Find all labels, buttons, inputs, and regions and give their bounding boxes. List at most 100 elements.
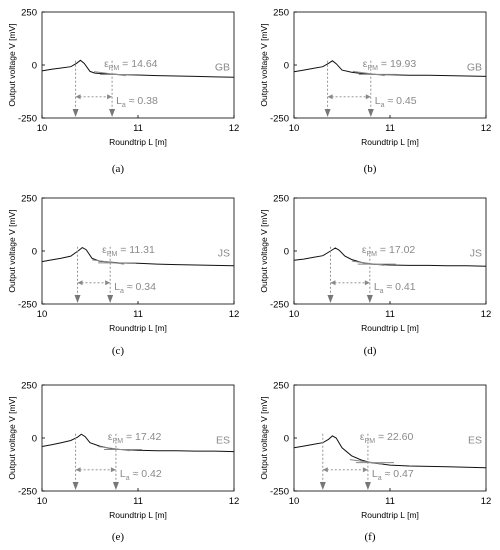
panel-caption: (c) [112,345,125,357]
y-tick-label: -250 [270,487,289,498]
epsilon-symbol: ε [362,244,367,256]
marker-arrow [324,109,331,117]
la-label: La ≈ 0.34 [114,281,156,295]
dimension-arrow-right [110,467,116,473]
epsilon-label: εPM = 14.64 [104,58,158,72]
series-tag: JS [470,247,482,259]
series-tag: JS [218,247,230,259]
la-label: La ≈ 0.45 [375,95,417,109]
epsilon-label: εPM = 19.93 [363,58,417,72]
x-axis-label: Roundtrip L [m] [361,137,419,147]
marker-arrow [112,482,119,490]
la-symbol: L [372,468,378,480]
la-value: ≈ 0.41 [384,281,416,293]
y-tick-label: -250 [18,487,37,498]
tangent-line [97,445,130,452]
x-tick-label: 11 [385,123,395,134]
la-value: ≈ 0.47 [382,468,414,480]
la-subscript: a [378,475,382,482]
x-tick-label: 11 [385,496,395,507]
la-subscript: a [122,102,126,109]
dimension-arrow-right [364,280,370,286]
epsilon-subscript: PM [365,438,376,445]
x-axis-label: Roundtrip L [m] [361,323,419,333]
x-axis-label: Roundtrip L [m] [109,137,167,147]
y-axis-label: Output voltage V [mV] [7,396,17,479]
dimension-arrow-right [365,94,371,100]
marker-arrow [74,295,81,303]
epsilon-symbol: ε [104,58,109,70]
epsilon-symbol: ε [102,244,107,256]
epsilon-value: = 14.64 [119,58,157,70]
x-axis-label: Roundtrip L [m] [361,510,419,520]
x-tick-label: 11 [133,123,143,134]
epsilon-subscript: PM [107,251,118,258]
marker-arrow [72,482,79,490]
y-tick-label: 250 [21,194,37,205]
panel-caption: (b) [364,163,377,175]
y-axis-label: Output voltage V [mV] [259,23,269,106]
epsilon-subscript: PM [113,438,124,445]
y-tick-label: 0 [284,247,289,258]
dimension-arrow-right [105,280,111,286]
marker-arrow [319,482,326,490]
x-tick-label: 10 [37,309,48,320]
x-tick-label: 12 [229,309,240,320]
y-tick-label: 250 [273,8,289,19]
epsilon-label: εPM = 17.42 [108,431,162,445]
epsilon-subscript: PM [367,65,378,72]
epsilon-value: = 19.93 [378,58,416,70]
dimension-arrow-right [362,467,368,473]
la-symbol: L [120,468,126,480]
y-tick-label: -250 [270,300,289,311]
la-symbol: L [114,281,120,293]
la-label: La ≈ 0.47 [372,468,414,482]
marker-arrow [364,482,371,490]
y-tick-label: 0 [32,434,37,445]
epsilon-value: = 17.42 [123,431,161,443]
tangent-line [352,70,385,77]
marker-arrow [367,109,374,117]
x-tick-label: 10 [289,123,300,134]
x-axis-label: Roundtrip L [m] [109,510,167,520]
la-value: ≈ 0.34 [124,281,156,293]
series-tag: GB [467,61,482,73]
y-tick-label: 0 [284,61,289,72]
la-symbol: L [374,281,380,293]
epsilon-subscript: PM [109,65,120,72]
epsilon-symbol: ε [360,431,365,443]
y-tick-label: 250 [21,8,37,19]
tangent-line [349,459,382,465]
tangent-line [94,71,127,77]
x-tick-label: 11 [133,309,143,320]
y-tick-label: 0 [32,247,37,258]
y-tick-label: -250 [18,114,37,125]
x-axis-label: Roundtrip L [m] [109,323,167,333]
x-tick-label: 11 [133,496,143,507]
y-axis-label: Output voltage V [mV] [259,209,269,292]
epsilon-symbol: ε [108,431,113,443]
y-axis-label: Output voltage V [mV] [259,396,269,479]
dimension-arrow-left [322,467,328,473]
y-axis-label: Output voltage V [mV] [7,23,17,106]
x-tick-label: 12 [229,123,240,134]
la-symbol: L [375,95,381,107]
panel-caption: (a) [112,163,125,175]
dimension-arrow-left [77,280,83,286]
la-value: ≈ 0.38 [126,95,158,107]
epsilon-symbol: ε [363,58,368,70]
epsilon-value: = 11.31 [117,244,155,256]
series-line [41,59,235,78]
panel-caption: (e) [112,531,125,543]
series-tag: ES [216,434,230,446]
series-line [293,247,487,267]
y-tick-label: 0 [284,434,289,445]
dimension-arrow-right [107,94,113,100]
series-line [293,60,487,77]
x-tick-label: 12 [481,496,492,507]
y-tick-label: 0 [32,61,37,72]
